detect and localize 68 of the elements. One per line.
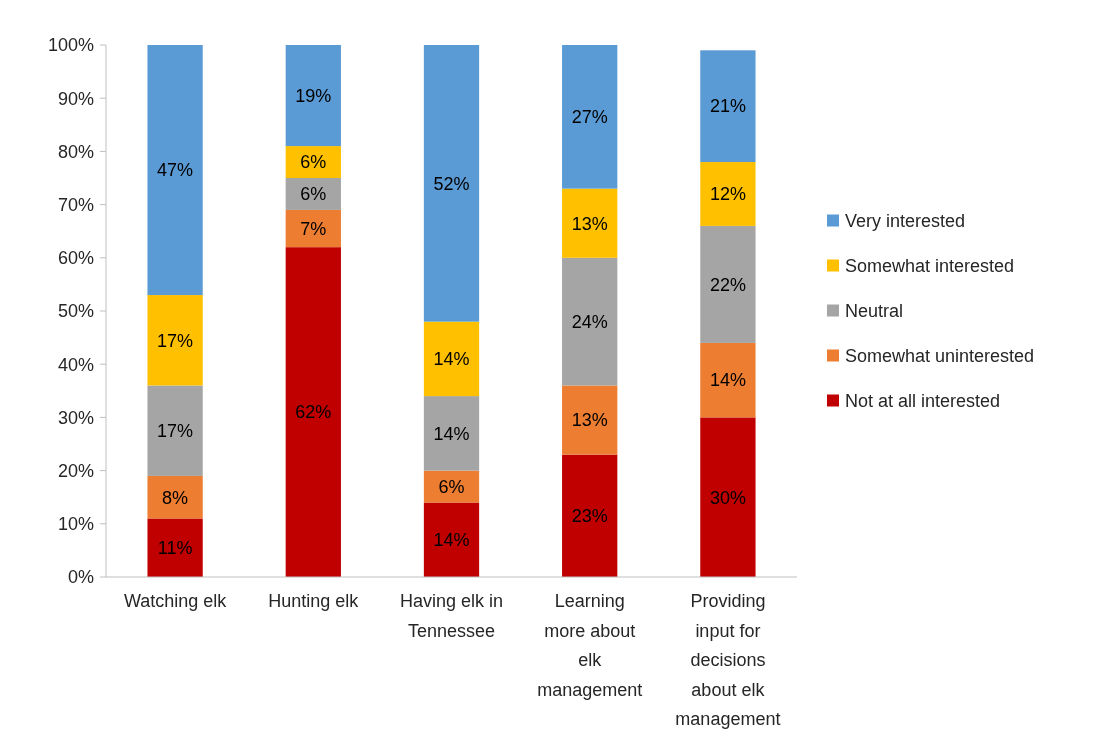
bar bbox=[562, 454, 618, 577]
data-label: 14% bbox=[433, 349, 470, 370]
x-tick-label: Learning more about elk management bbox=[537, 591, 643, 700]
y-tick-label: 70% bbox=[57, 194, 94, 215]
bar bbox=[423, 321, 480, 397]
data-label: 11% bbox=[157, 538, 193, 559]
bar bbox=[285, 247, 341, 577]
data-label: 17% bbox=[157, 330, 194, 351]
data-label: 14% bbox=[433, 530, 470, 551]
legend-label: Somewhat uninterested bbox=[845, 345, 1035, 366]
legend-label: Very interested bbox=[845, 210, 966, 231]
bar bbox=[562, 257, 618, 386]
y-tick-label: 40% bbox=[57, 354, 94, 375]
data-label: 62% bbox=[295, 402, 332, 423]
bar bbox=[700, 417, 756, 577]
data-label: 13% bbox=[571, 213, 608, 234]
bar bbox=[423, 396, 480, 471]
legend-label: Somewhat interested bbox=[845, 255, 1015, 276]
data-label: 52% bbox=[433, 173, 470, 194]
data-label: 12% bbox=[709, 184, 746, 205]
bar bbox=[700, 162, 756, 226]
x-tick-label: Providing input for decisions about elk management bbox=[675, 591, 781, 729]
y-tick-label: 0% bbox=[67, 567, 94, 588]
y-tick-label: 90% bbox=[57, 88, 94, 109]
y-tick-label: 20% bbox=[57, 460, 94, 481]
bar bbox=[700, 50, 756, 163]
bar bbox=[562, 45, 618, 189]
y-tick-label: 10% bbox=[57, 514, 94, 535]
data-label: 13% bbox=[571, 410, 608, 431]
bar bbox=[147, 45, 203, 296]
bar bbox=[285, 209, 341, 248]
data-label: 8% bbox=[162, 487, 189, 508]
data-label: 47% bbox=[157, 160, 194, 181]
data-label: 23% bbox=[571, 506, 608, 527]
data-label: 30% bbox=[709, 487, 746, 508]
x-tick-label: Hunting elk bbox=[268, 591, 360, 611]
bar bbox=[700, 225, 756, 343]
data-label: 14% bbox=[433, 423, 470, 444]
data-label: 7% bbox=[300, 218, 327, 239]
data-label: 6% bbox=[300, 184, 327, 205]
bar bbox=[562, 385, 618, 455]
data-label: 14% bbox=[709, 370, 746, 391]
bar bbox=[147, 295, 203, 386]
data-label: 27% bbox=[571, 107, 608, 128]
x-tick-label: Having elk in Tennessee bbox=[399, 591, 504, 641]
bar bbox=[423, 502, 480, 577]
y-tick-label: 80% bbox=[57, 141, 94, 162]
y-tick-label: 60% bbox=[57, 248, 94, 269]
data-label: 17% bbox=[157, 421, 194, 441]
data-label: 22% bbox=[709, 274, 746, 295]
x-tick-label: Watching elk bbox=[123, 591, 228, 611]
y-tick-label: 30% bbox=[57, 407, 94, 428]
legend-label: Neutral bbox=[845, 300, 904, 321]
data-label: 21% bbox=[709, 96, 746, 117]
data-label: 6% bbox=[438, 476, 465, 497]
bar bbox=[147, 385, 203, 476]
bar bbox=[700, 342, 756, 418]
data-label: 6% bbox=[300, 152, 327, 173]
data-label: 24% bbox=[571, 311, 608, 332]
bar bbox=[285, 45, 341, 147]
legend-label: Not at all interested bbox=[845, 390, 1001, 411]
bar bbox=[423, 45, 480, 322]
data-label: 19% bbox=[295, 85, 332, 106]
y-tick-label: 100% bbox=[47, 35, 94, 56]
bar bbox=[562, 188, 618, 258]
bar bbox=[147, 475, 203, 519]
bar bbox=[147, 518, 203, 577]
y-tick-label: 50% bbox=[57, 301, 94, 322]
